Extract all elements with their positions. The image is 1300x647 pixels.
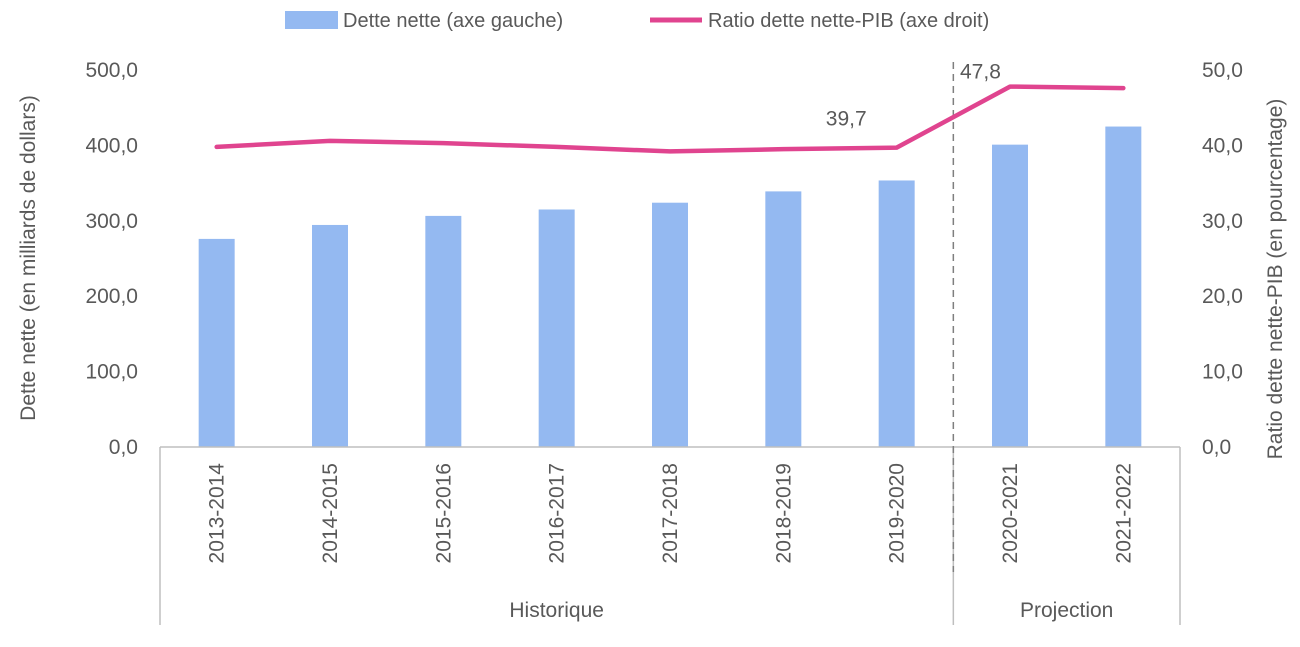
legend-label-bars: Dette nette (axe gauche)	[343, 10, 563, 32]
y-tick-left-label: 0,0	[109, 436, 138, 459]
legend: Dette nette (axe gauche) Ratio dette net…	[285, 10, 989, 32]
data-label: 39,7	[826, 108, 867, 131]
y-tick-left-label: 300,0	[85, 210, 138, 233]
bar	[652, 202, 688, 447]
bar-series	[198, 126, 1142, 448]
y-tick-right-label: 40,0	[1202, 134, 1243, 157]
bar	[992, 144, 1028, 447]
x-tick-label: 2013-2014	[206, 463, 229, 564]
group-label: Historique	[509, 599, 604, 622]
bar	[425, 215, 462, 447]
x-axis-category-labels: 2013-2014 2014-2015 2015-2016 2016-2017 2017…	[206, 463, 1136, 564]
x-axis-group-labels: Historique Projection	[509, 599, 1113, 622]
x-tick-label: 2020-2021	[999, 463, 1022, 563]
y-tick-right-label: 20,0	[1202, 285, 1243, 308]
y-axis-left-ticks: 0,0 100,0 200,0 300,0 400,0 500,0	[85, 59, 138, 459]
legend-swatch-bars	[285, 11, 338, 29]
axes-lines	[159, 62, 1181, 625]
x-tick-label: 2018-2019	[772, 463, 795, 563]
data-labels: 39,7 47,8	[826, 61, 1001, 131]
bar	[198, 238, 235, 447]
x-tick-label: 2019-2020	[886, 463, 909, 563]
bar	[878, 180, 915, 447]
y-tick-right-label: 0,0	[1202, 436, 1231, 459]
y-axis-title-right: Ratio dette nette-PIB (en pourcentage)	[1264, 99, 1287, 460]
bar	[765, 191, 802, 447]
y-tick-left-label: 200,0	[85, 285, 138, 308]
y-tick-right-label: 30,0	[1202, 210, 1243, 233]
bar	[538, 209, 575, 447]
y-tick-right-label: 10,0	[1202, 361, 1243, 384]
x-tick-label: 2014-2015	[319, 463, 342, 563]
y-tick-left-label: 400,0	[85, 134, 138, 157]
legend-label-line: Ratio dette nette-PIB (axe droit)	[708, 10, 989, 32]
x-tick-label: 2017-2018	[659, 463, 682, 563]
y-tick-right-label: 50,0	[1202, 59, 1243, 82]
ratio-line	[214, 84, 1126, 154]
y-axis-right-ticks: 0,0 10,0 20,0 30,0 40,0 50,0	[1202, 59, 1243, 459]
line-series	[214, 84, 1126, 154]
x-tick-label: 2021-2022	[1112, 463, 1135, 563]
bar	[312, 224, 348, 447]
y-tick-left-label: 500,0	[85, 59, 138, 82]
bar	[1105, 126, 1142, 448]
y-tick-left-label: 100,0	[85, 361, 138, 384]
x-tick-label: 2015-2016	[432, 463, 455, 563]
data-label: 47,8	[960, 61, 1001, 84]
x-tick-label: 2016-2017	[546, 463, 569, 563]
group-label: Projection	[1020, 599, 1113, 622]
y-axis-title-left: Dette nette (en milliards de dollars)	[17, 95, 40, 421]
